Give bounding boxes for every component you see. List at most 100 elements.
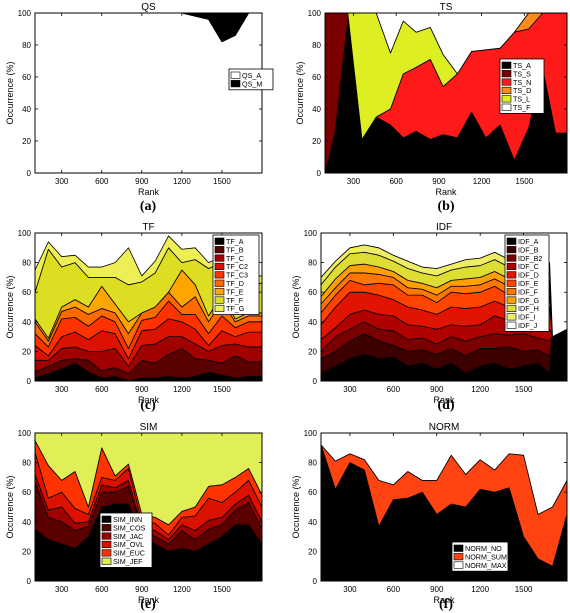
legend: QS_AQS_M [228, 68, 274, 91]
plot-frame [34, 12, 263, 174]
x-tick-label: 300 [347, 177, 361, 186]
legend: SIM_INNSIM_COSSIM_JACSIM_OVLSIM_EUCSIM_J… [99, 512, 153, 568]
legend-swatch-tf-c3 [214, 271, 225, 279]
legend-swatch-idf-h [506, 304, 517, 313]
area-sim-jef [35, 433, 262, 526]
legend-label-norm-sum: NORM_SUM [465, 552, 507, 561]
y-tick-label: 0 [317, 169, 322, 178]
legend-label-idf-g: IDF_G [518, 296, 540, 305]
legend-label-idf-h: IDF_H [518, 304, 539, 313]
legend-label-idf-b2: IDF_B2 [518, 254, 542, 263]
plot-frame [320, 432, 568, 582]
y-tick-label: 60 [308, 488, 317, 497]
legend-swatch-idf-e [506, 279, 517, 287]
legend-label-sim-jac: SIM_JAC [113, 532, 143, 541]
legend-swatch-ts-l [501, 95, 512, 103]
legend-label-idf-j: IDF_J [518, 321, 538, 330]
legend-swatch-idf-d [506, 271, 517, 279]
y-tick-label: 20 [22, 547, 31, 556]
y-tick-label: 20 [22, 137, 31, 146]
x-tick-label: 1500 [515, 177, 533, 186]
x-tick-label: 300 [55, 585, 69, 594]
y-tick-label: 60 [308, 288, 317, 297]
legend-swatch-idf-a [506, 237, 517, 245]
x-tick-label: 600 [95, 585, 109, 594]
legend-label-tf-d: TF_D [226, 279, 244, 288]
chart-panel-qs: 0 20 40 60 80 100 300 600 900 1200 1500 QS Rank Occur… [5, 2, 274, 214]
legend-swatch-norm-max [453, 561, 464, 569]
legend-swatch-ts-f [501, 103, 512, 111]
legend-swatch-idf-g [506, 296, 517, 304]
y-axis-label: Occurrence (%) [5, 61, 15, 124]
x-tick-label: 900 [432, 177, 446, 186]
chart-panel-sim: 0 20 40 60 80 100 300 600 900 1200 1500 SIM Rank Occu… [5, 422, 263, 612]
legend-swatch-idf-j [506, 321, 517, 329]
y-axis-label: Occurrence (%) [5, 275, 15, 338]
y-tick-label: 40 [308, 518, 317, 527]
x-tick-label: 300 [343, 585, 357, 594]
legend-label-idf-a: IDF_A [518, 237, 539, 246]
legend-swatch-sim-ovl [101, 540, 112, 549]
legend-swatch-qs-a [230, 71, 241, 79]
legend-label-ts-n: TS_N [513, 78, 531, 87]
chart-title: IDF [436, 222, 452, 233]
legend: TS_ATS_STS_NTS_DTS_LTS_F [499, 58, 545, 114]
legend-label-ts-a: TS_A [513, 61, 531, 70]
legend-label-norm-no: NORM_NO [465, 544, 502, 553]
y-tick-label: 20 [22, 347, 31, 356]
legend-label-ts-s: TS_S [513, 69, 531, 78]
panel-tag: (f) [439, 597, 453, 612]
chart-title: SIM [140, 422, 158, 433]
y-tick-label: 80 [312, 41, 321, 50]
panel-tag: (a) [140, 199, 157, 214]
y-tick-label: 100 [304, 429, 318, 438]
chart-title: TF [142, 222, 154, 233]
y-tick-label: 100 [304, 229, 318, 238]
x-tick-label: 300 [55, 177, 69, 186]
legend-swatch-idf-i [506, 313, 517, 321]
legend-swatch-idf-c [506, 262, 517, 271]
plot-frame [34, 232, 263, 382]
chart-panel-norm: 0 20 40 60 80 100 300 600 900 1200 1500 NORM Rank Occ… [291, 422, 568, 612]
y-tick-label: 0 [313, 577, 318, 586]
x-tick-label: 900 [135, 177, 149, 186]
y-tick-label: 0 [27, 377, 32, 386]
chart-panel-idf: 0 20 40 60 80 100 300 600 900 1200 1500 IDF Rank Occu… [291, 222, 568, 413]
legend-label-ts-f: TS_F [513, 103, 531, 112]
chart-panel-tf: 0 20 40 60 80 100 300 600 900 1200 1500 TF Rank Occur… [5, 222, 263, 413]
x-tick-label: 600 [95, 177, 109, 186]
area-qs-a [35, 13, 262, 173]
legend-swatch-qs-m [230, 80, 241, 88]
panel-tag: (c) [140, 398, 156, 413]
plot-frame [320, 232, 568, 382]
y-tick-label: 40 [308, 318, 317, 327]
y-tick-label: 80 [22, 259, 31, 268]
legend-label-idf-d: IDF_D [518, 271, 539, 280]
legend-swatch-norm-no [453, 544, 464, 552]
legend-swatch-ts-n [501, 78, 512, 86]
legend-label-idf-e: IDF_E [518, 279, 539, 288]
x-tick-label: 900 [430, 585, 444, 594]
x-tick-label: 600 [387, 385, 401, 394]
x-tick-label: 600 [95, 385, 109, 394]
y-tick-label: 80 [22, 459, 31, 468]
area-norm-max [321, 433, 567, 515]
y-tick-label: 100 [18, 429, 32, 438]
legend-swatch-tf-g [214, 304, 225, 313]
legend-swatch-sim-jac [101, 532, 112, 540]
legend-label-tf-b: TF_B [226, 245, 244, 254]
y-axis-label: Occurrence (%) [291, 275, 301, 338]
y-tick-label: 100 [18, 229, 32, 238]
y-axis-label: Occurrence (%) [5, 475, 15, 538]
y-axis-label: Occurrence (%) [291, 475, 301, 538]
y-tick-label: 80 [308, 459, 317, 468]
legend-swatch-sim-euc [101, 549, 112, 557]
x-tick-label: 600 [387, 585, 401, 594]
legend-swatch-tf-c2 [214, 262, 225, 271]
legend-swatch-sim-cos [101, 524, 112, 532]
legend-label-ts-l: TS_L [513, 95, 530, 104]
legend-label-qs-m: QS_M [242, 79, 262, 88]
x-tick-label: 300 [343, 385, 357, 394]
